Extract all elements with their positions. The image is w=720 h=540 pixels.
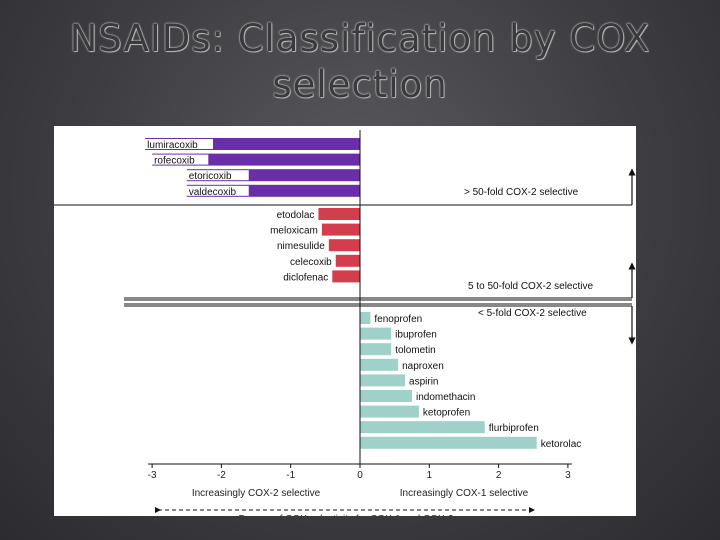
bar-label-bg-etoricoxib — [184, 170, 249, 181]
bar-label-bg-ibuprofen — [392, 328, 452, 339]
bar-flurbiprofen — [360, 421, 485, 434]
bar-naproxen — [360, 358, 399, 371]
x-tick-label-3: 3 — [565, 470, 571, 481]
bar-label-bg-indomethacin — [412, 391, 490, 401]
bar-label-bg-tolometin — [392, 344, 452, 355]
bar-label-meloxicam: meloxicam — [270, 226, 318, 237]
bar-label-aspirin: aspirin — [409, 376, 438, 387]
bar-label-ibuprofen: ibuprofen — [395, 330, 437, 341]
bar-label-bg-flurbiprofen — [485, 422, 563, 433]
bar-label-tolometin: tolometin — [395, 345, 436, 356]
bar-label-bg-rofecoxib — [150, 154, 209, 165]
group-note-cox2-5to50fold: 5 to 50-fold COX-2 selective — [468, 281, 593, 292]
group-note-cox2-50fold: > 50-fold COX-2 selective — [464, 187, 579, 198]
bar-nimesulide — [328, 239, 360, 252]
bar-label-rofecoxib: rofecoxib — [154, 156, 195, 167]
bar-etodolac — [318, 208, 360, 220]
bar-label-naproxen: naproxen — [402, 361, 444, 372]
bar-label-valdecoxib: valdecoxib — [189, 187, 237, 198]
bar-label-ketorolac: ketorolac — [541, 439, 582, 450]
bar-label-etoricoxib: etoricoxib — [189, 171, 232, 182]
x-tick-label--1: -1 — [286, 470, 295, 481]
bar-celecoxib — [335, 254, 360, 267]
bar-label-etodolac: etodolac — [277, 210, 315, 221]
bar-label-bg-ketoprofen — [419, 406, 485, 417]
x-axis-label-right: Increasingly COX-1 selective — [400, 488, 529, 499]
bar-indomethacin — [360, 390, 412, 402]
x-tick-label-1: 1 — [427, 470, 433, 481]
bar-tolometin — [360, 343, 392, 356]
bar-meloxicam — [321, 223, 360, 236]
bar-label-bg-valdecoxib — [184, 185, 249, 196]
x-tick-label-0: 0 — [357, 470, 363, 481]
bar-label-indomethacin: indomethacin — [416, 392, 475, 403]
chart-panel: lumiracoxib rofecoxib etoricoxib valdecoxib… — [54, 126, 636, 516]
x-tick-label-2: 2 — [496, 470, 502, 481]
bar-label-nimesulide: nimesulide — [277, 241, 325, 252]
bar-label-bg-aspirin — [406, 375, 454, 386]
bar-ketoprofen — [360, 405, 419, 418]
bar-label-bg-fenoprofen — [371, 313, 437, 323]
slide-title: NSAIDs: Classification by COX selection — [0, 16, 720, 108]
cox-selectivity-chart: lumiracoxib rofecoxib etoricoxib valdecoxib… — [54, 130, 636, 516]
slide-title-line-2: selection — [272, 63, 448, 106]
bar-label-fenoprofen: fenoprofen — [374, 314, 422, 325]
bar-label-ketoprofen: ketoprofen — [423, 408, 470, 419]
x-axis-label-left: Increasingly COX-2 selective — [192, 488, 321, 499]
x-tick-label--2: -2 — [217, 470, 226, 481]
bar-label-bg-lumiracoxib — [143, 139, 213, 149]
slide-title-line-1: NSAIDs: Classification by COX — [69, 17, 651, 60]
bar-diclofenac — [332, 270, 360, 283]
bar-ketorolac — [360, 436, 537, 449]
group-note-cox2-lt5fold: < 5-fold COX-2 selective — [478, 308, 587, 319]
bar-label-diclofenac: diclofenac — [283, 272, 328, 283]
bar-ibuprofen — [360, 327, 392, 340]
bar-label-celecoxib: celecoxib — [290, 257, 332, 268]
bar-label-bg-ketorolac — [537, 437, 597, 448]
bar-aspirin — [360, 374, 406, 387]
bottom-range-label: Degree of COX selectivity for COX-1 and … — [238, 514, 454, 516]
bar-label-lumiracoxib: lumiracoxib — [147, 140, 198, 151]
bar-label-bg-naproxen — [399, 359, 453, 370]
bar-label-flurbiprofen: flurbiprofen — [489, 423, 539, 434]
x-tick-label--3: -3 — [148, 470, 157, 481]
bar-fenoprofen — [360, 312, 371, 324]
